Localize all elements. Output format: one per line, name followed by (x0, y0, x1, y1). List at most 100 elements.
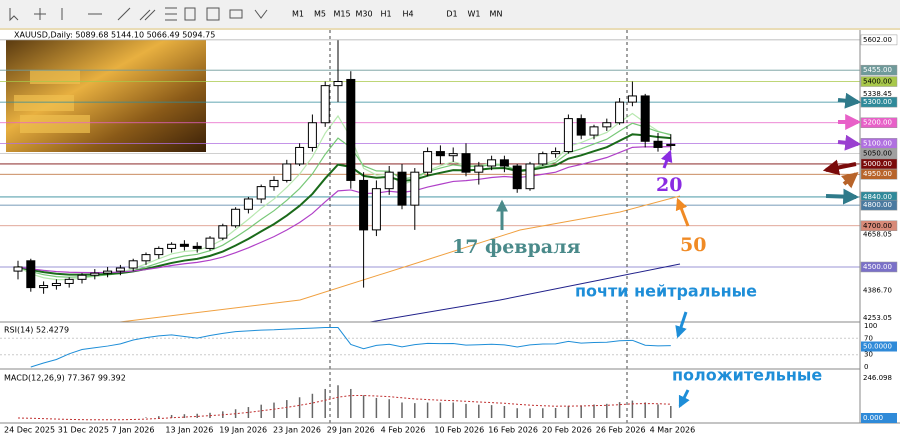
date-label: 10 Feb 2026 (434, 426, 484, 435)
level-label-box (860, 199, 898, 211)
candle-body (448, 153, 458, 157)
candle-body (487, 159, 497, 167)
candle-body (461, 153, 471, 173)
candle-body (371, 188, 381, 231)
rsi-tick: 70 (864, 334, 873, 342)
candle-body (320, 85, 330, 124)
timeframe-button[interactable]: MN (490, 10, 503, 19)
text-icon[interactable] (184, 7, 196, 21)
candle-body (640, 95, 650, 142)
timeframe-button[interactable]: M30 (355, 10, 372, 19)
timeframe-button[interactable]: M15 (333, 10, 350, 19)
candle-body (26, 260, 36, 289)
trendline-icon[interactable] (117, 7, 131, 21)
fibo-icon[interactable] (165, 7, 177, 21)
date-label: 4 Mar 2026 (650, 426, 696, 435)
gold-bars (14, 70, 90, 133)
candle-body (141, 254, 151, 262)
date-label: 26 Feb 2026 (596, 426, 646, 435)
candle-body (115, 267, 125, 272)
price-label: 4840.00 (863, 193, 892, 201)
candle-body (410, 171, 420, 206)
macd-tick: 246.098 (863, 374, 892, 382)
date-label: 4 Feb 2026 (381, 426, 426, 435)
date-label: 24 Dec 2025 (4, 426, 55, 435)
annotation: 17 февраля (452, 236, 581, 258)
candle-body (282, 163, 292, 181)
candle-body (64, 278, 74, 284)
candle-body (551, 151, 561, 155)
candle-body (359, 179, 369, 231)
timeframe-button[interactable]: H4 (402, 10, 413, 19)
rsi-tick: 0 (864, 363, 868, 371)
candle-body (179, 243, 189, 247)
arrow (675, 197, 690, 227)
candle-body (192, 245, 202, 249)
date-label: 29 Jan 2026 (327, 426, 375, 435)
timeframe-button[interactable]: W1 (468, 10, 481, 19)
candle-body (218, 225, 228, 239)
candle-body (538, 153, 548, 165)
annotation: 20 (656, 174, 682, 196)
level-label-box (860, 76, 898, 87)
candle-body (384, 171, 394, 190)
candle-body (39, 285, 49, 289)
date-label: 31 Dec 2025 (58, 426, 109, 435)
date-label: 7 Jan 2026 (112, 426, 155, 435)
price-label: 5050.00 (863, 150, 892, 158)
channel-icon[interactable] (139, 9, 156, 21)
date-label: 16 Feb 2026 (488, 426, 538, 435)
level-label-box (860, 220, 898, 232)
price-label: 5400.00 (863, 78, 892, 86)
candle-body (397, 171, 407, 206)
shapes-icon[interactable] (229, 9, 243, 19)
timeframe-button[interactable]: M5 (314, 10, 326, 19)
candle-body (525, 163, 535, 190)
candle-body (333, 81, 343, 87)
price-label: 5338.45 (863, 90, 892, 98)
candle-body (167, 243, 177, 249)
annotation: 50 (680, 234, 706, 256)
candle-body (423, 151, 433, 173)
level-label-box (860, 168, 898, 180)
level-arrows (822, 92, 862, 205)
moving-average (17, 133, 671, 276)
rsi-box-label: 50.0000 (863, 343, 892, 351)
macd-box (861, 413, 897, 423)
candle-body (205, 237, 215, 249)
cursor-icon[interactable] (9, 8, 19, 22)
candle-body (269, 179, 279, 188)
level-label-box (860, 34, 898, 46)
crosshair-icon[interactable] (34, 8, 46, 20)
price-label: 4800.00 (863, 201, 892, 209)
date-label: 19 Jan 2026 (219, 426, 267, 435)
candle-body (128, 260, 138, 269)
label-icon[interactable] (206, 7, 220, 21)
candle-body (243, 198, 253, 210)
candle-body (90, 272, 100, 276)
candle-body (563, 118, 573, 153)
timeframe-button[interactable]: H1 (380, 10, 391, 19)
candle-body (576, 118, 586, 136)
arrows-icon[interactable] (254, 9, 268, 19)
price-label: 5200.00 (863, 119, 892, 127)
candle-body (653, 140, 663, 148)
candle-body (627, 95, 637, 103)
candle-body (512, 165, 522, 190)
price-label: 5455.00 (863, 66, 892, 74)
price-label: 5602.00 (863, 36, 892, 44)
moving-average (17, 112, 671, 281)
timeframe-button[interactable]: D1 (446, 10, 457, 19)
price-label: 5300.00 (863, 98, 892, 106)
date-label: 20 Feb 2026 (542, 426, 592, 435)
price-label: 4386.70 (863, 286, 892, 294)
candle-body (103, 270, 113, 274)
annotation: почти нейтральные (575, 282, 757, 301)
price-label: 4658.05 (863, 230, 892, 238)
rsi-line (30, 327, 671, 368)
price-label: 4500.00 (863, 263, 892, 271)
moving-average (17, 146, 671, 274)
timeframe-button[interactable]: M1 (292, 10, 304, 19)
candle-body (77, 274, 87, 280)
date-label: 23 Jan 2026 (273, 426, 321, 435)
